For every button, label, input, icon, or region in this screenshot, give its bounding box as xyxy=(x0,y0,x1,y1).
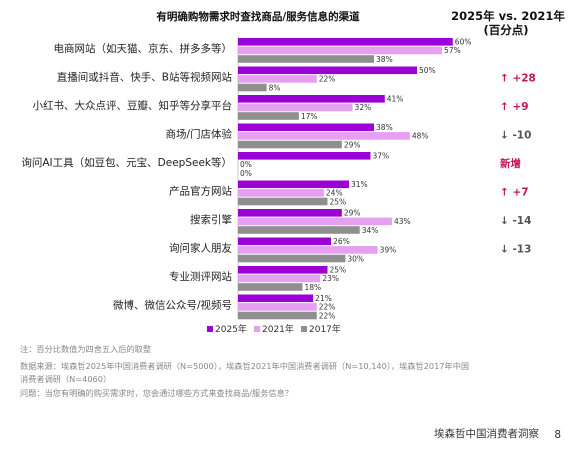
bar-2021 xyxy=(238,274,321,283)
bar-2017 xyxy=(238,254,346,263)
value-label-2017: 17% xyxy=(301,112,318,121)
footer-brand: 埃森哲中国消费者洞察 xyxy=(434,428,539,440)
bar-2025 xyxy=(238,180,349,189)
comparison-title: 2025年 vs. 2021年 xyxy=(451,9,565,23)
value-label-2017: 25% xyxy=(330,197,347,206)
bar-2021 xyxy=(238,75,317,83)
bar-2021 xyxy=(238,217,392,226)
bar-2025 xyxy=(238,237,332,246)
bar-2017 xyxy=(238,197,328,206)
category-label: 商场/门店体验 xyxy=(165,128,232,141)
value-label-2017: 18% xyxy=(304,283,321,292)
delta-label: ↓ -14 xyxy=(500,215,531,227)
category-label: 微博、微信公众号/视频号 xyxy=(113,299,232,312)
value-label-2021: 43% xyxy=(394,217,411,226)
bar-2025 xyxy=(238,209,342,217)
bar-2021 xyxy=(238,303,317,311)
question-note: 问题：当您有明确的购买需求时，您会通过哪些方式来查找商品/服务信息？ xyxy=(20,388,293,398)
value-label-2025: 29% xyxy=(344,209,361,218)
value-label-2021: 23% xyxy=(322,274,339,283)
value-label-2021: 48% xyxy=(412,132,429,141)
legend-swatch-2025 xyxy=(207,326,213,332)
value-label-2025: 37% xyxy=(372,152,389,161)
bar-2025 xyxy=(238,95,385,103)
value-label-2025: 38% xyxy=(376,123,393,132)
source-note-line2: 消费者调研（N=4060） xyxy=(20,374,112,384)
bar-2025 xyxy=(238,152,371,160)
bar-2025 xyxy=(238,123,375,132)
legend-label-2017: 2017年 xyxy=(309,323,341,335)
bar-2025 xyxy=(238,66,417,75)
bar-2017 xyxy=(238,311,317,320)
category-label: 搜索引擎 xyxy=(190,213,232,226)
comparison-subtitle: (百分点) xyxy=(483,23,528,37)
bar-2017 xyxy=(238,112,299,120)
bar-2021 xyxy=(238,132,410,140)
value-label-2025: 21% xyxy=(315,294,332,303)
value-label-2017: 30% xyxy=(347,254,364,263)
value-label-2021: 39% xyxy=(380,246,397,255)
value-label-2021: 57% xyxy=(444,46,461,55)
value-label-2021: 32% xyxy=(355,103,372,112)
value-label-2017: 34% xyxy=(362,226,379,235)
bar-2017 xyxy=(238,83,267,92)
bar-2021 xyxy=(238,189,324,197)
delta-label: ↑ +28 xyxy=(500,73,536,85)
chart: 有明确购物需求时查找商品/服务信息的渠道 2025年 vs. 2021年 (百分… xyxy=(21,9,565,335)
value-label-2025: 50% xyxy=(419,66,436,75)
value-label-2025: 41% xyxy=(387,95,404,104)
value-label-2025: 31% xyxy=(351,180,368,189)
bars-layer: 电商网站（如天猫、京东、拼多多等） 60%57% 38% 直播间或抖音、快手、B站等视… xyxy=(21,38,536,321)
bar-2021 xyxy=(238,103,353,112)
category-label: 询问AI工具（如豆包、元宝、DeepSeek等） xyxy=(21,156,232,169)
bar-2025 xyxy=(238,294,314,303)
value-label-2021: 0% xyxy=(240,160,252,169)
delta-label: ↑ +9 xyxy=(500,101,529,113)
source-note-line1: 数据来源：埃森哲2025年中国消费者调研（N=5000），埃森哲2021年中国消… xyxy=(20,361,470,371)
legend-label-2025: 2025年 xyxy=(215,323,247,335)
category-label: 电商网站（如天猫、京东、拼多多等） xyxy=(54,42,233,55)
value-label-2017: 38% xyxy=(376,55,393,64)
category-label: 询问家人朋友 xyxy=(169,242,232,255)
value-label-2021: 22% xyxy=(319,303,336,312)
legend-label-2021: 2021年 xyxy=(262,323,294,335)
value-label-2025: 26% xyxy=(333,237,350,246)
bar-2017 xyxy=(238,140,342,149)
legend-swatch-2017 xyxy=(301,326,307,332)
value-label-2017: 22% xyxy=(319,311,336,320)
legend-swatch-2021 xyxy=(254,326,260,332)
category-label: 小红书、大众点评、豆瓣、知乎等分享平台 xyxy=(33,99,233,112)
bar-2021 xyxy=(238,246,378,254)
value-label-2021: 24% xyxy=(326,189,343,198)
page-number: 8 xyxy=(554,429,561,441)
value-label-2021: 22% xyxy=(319,75,336,84)
delta-label: 新增 xyxy=(500,157,521,170)
bar-2025 xyxy=(238,38,453,46)
delta-label: ↓ -10 xyxy=(500,130,531,142)
rounding-note: 注：百分比数值为四舍五入后的取整 xyxy=(20,344,152,354)
category-label: 专业测评网站 xyxy=(169,270,232,283)
value-label-2017: 29% xyxy=(344,140,361,149)
bar-2021 xyxy=(238,46,443,55)
value-label-2025: 25% xyxy=(330,266,347,275)
value-label-2017: 8% xyxy=(269,83,281,92)
delta-label: ↑ +7 xyxy=(500,187,529,199)
value-label-2025: 60% xyxy=(455,38,472,47)
bar-2025 xyxy=(238,266,328,274)
bar-2017 xyxy=(238,55,375,63)
delta-label: ↓ -13 xyxy=(500,244,531,256)
chart-title: 有明确购物需求时查找商品/服务信息的渠道 xyxy=(156,10,360,23)
bar-2017 xyxy=(238,283,303,291)
category-label: 产品官方网站 xyxy=(169,185,232,198)
legend: 2025年 2021年 2017年 xyxy=(207,323,341,335)
bar-2017 xyxy=(238,226,360,234)
category-label: 直播间或抖音、快手、B站等视频网站 xyxy=(57,71,233,84)
value-label-2017: 0% xyxy=(240,169,252,178)
